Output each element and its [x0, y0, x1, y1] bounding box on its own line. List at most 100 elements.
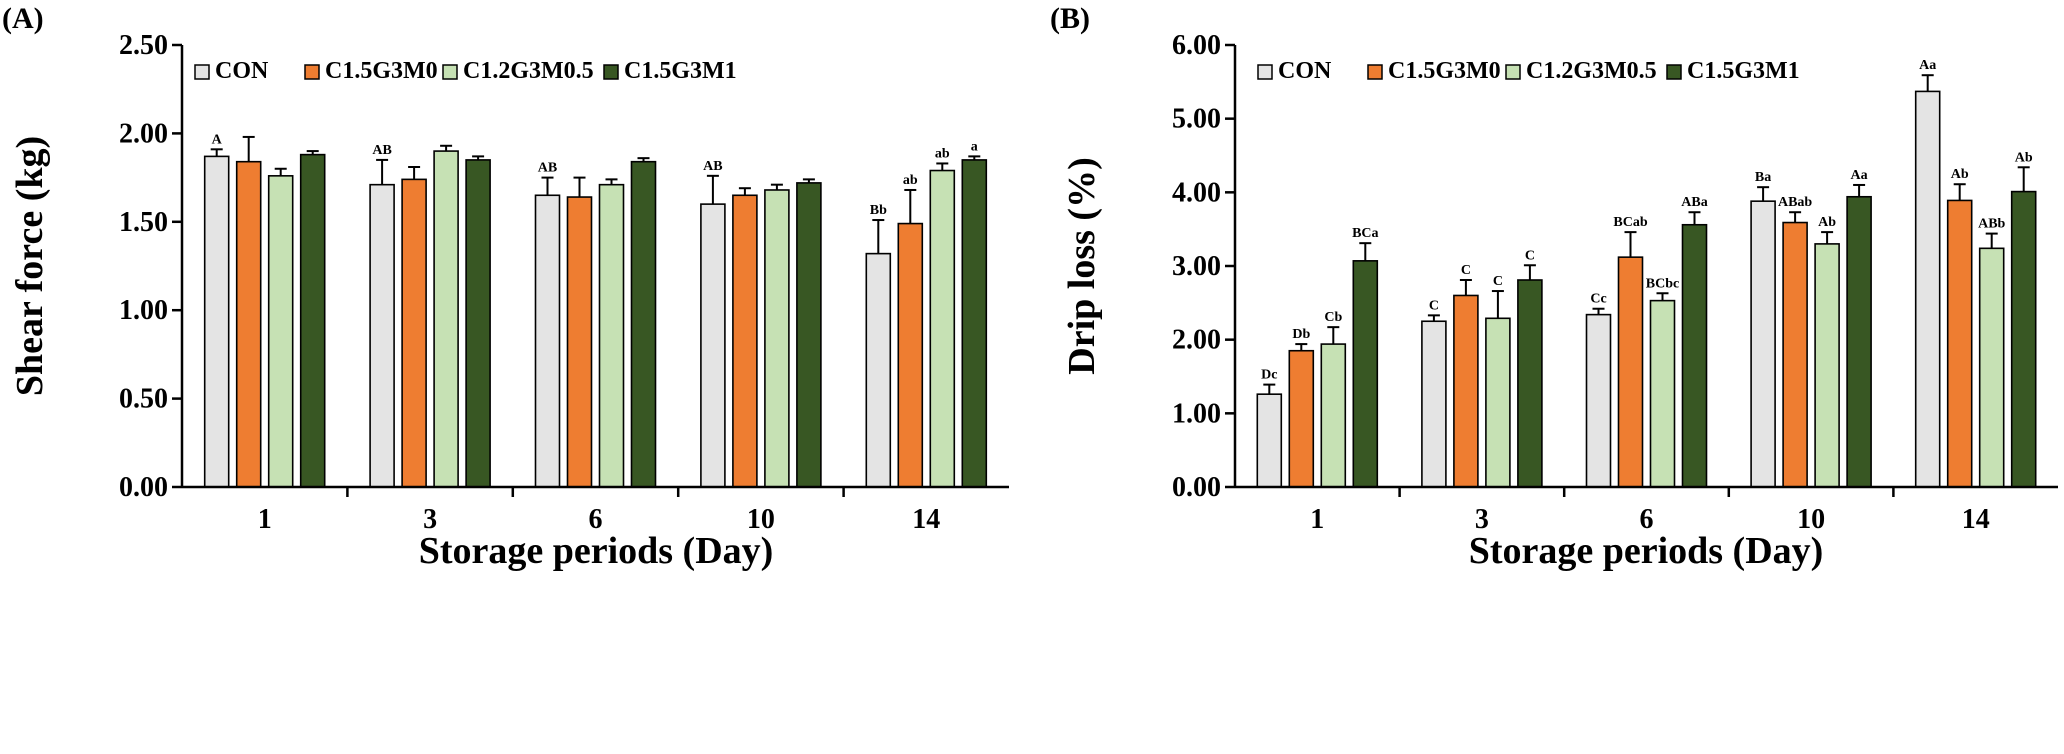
x-tick-label: 6 — [1640, 504, 1654, 535]
legend-label: CON — [1278, 58, 1332, 84]
bar — [1649, 299, 1676, 488]
significance-label: C — [1525, 248, 1535, 263]
bar — [299, 153, 326, 488]
significance-label: BCbc — [1646, 276, 1679, 291]
significance-label: ABab — [1778, 195, 1812, 210]
bar — [732, 194, 758, 488]
bar — [1256, 393, 1283, 488]
legend-label: C1.5G3M1 — [624, 58, 737, 84]
y-tick-label: 5.00 — [1172, 104, 1221, 135]
bar — [929, 169, 956, 488]
y-tick-label: 2.00 — [1172, 325, 1221, 356]
bar — [961, 159, 988, 488]
bar — [1617, 256, 1644, 488]
legend-label: C1.5G3M1 — [1687, 58, 1800, 84]
panel-label-b: (B) — [1050, 2, 1090, 35]
x-axis-ticks: 1 3 6 10 14 — [1310, 487, 1990, 535]
bar — [865, 252, 892, 488]
significance-label: C — [1493, 274, 1503, 289]
significance-label: AB — [372, 143, 391, 158]
significance-label: Ab — [1818, 215, 1836, 230]
bar — [566, 196, 593, 488]
y-tick-label: 0.00 — [1172, 472, 1221, 503]
legend-label: C1.5G3M0 — [1388, 58, 1501, 84]
bars — [203, 150, 988, 488]
significance-label: Dc — [1261, 368, 1277, 383]
significance-label: Aa — [1851, 168, 1868, 183]
bar — [1352, 260, 1379, 488]
bar — [203, 155, 230, 488]
bar — [1485, 317, 1511, 488]
y-tick-label: 2.50 — [119, 30, 168, 61]
bar — [2010, 190, 2037, 488]
x-tick-label: 14 — [1962, 504, 1990, 535]
significance-label: Ab — [2015, 150, 2033, 165]
error-bars — [210, 135, 981, 254]
significance-label: ab — [903, 173, 918, 188]
bar — [897, 222, 924, 488]
y-axis-title: Drip loss (%) — [1061, 157, 1103, 374]
error-bars — [1263, 74, 2030, 395]
y-tick-label: 6.00 — [1172, 30, 1221, 61]
y-tick-label: 3.00 — [1172, 251, 1221, 282]
panel-label-a: (A) — [2, 2, 44, 35]
significance-label: A — [212, 132, 223, 147]
chart-shear-force: (A) 0.00 0.50 1.00 1.50 2.00 2.50 A AB AB AB Bb ab… — [2, 2, 1009, 572]
bar — [1750, 200, 1776, 488]
x-axis-title: Storage periods (Day) — [1469, 530, 1824, 572]
y-tick-label: 1.50 — [119, 207, 168, 238]
y-tick-label: 1.00 — [1172, 398, 1221, 429]
significance-label: C — [1461, 263, 1471, 278]
bar — [433, 150, 459, 488]
significance-label: AB — [538, 161, 557, 176]
bar — [1846, 195, 1872, 488]
x-axis-title: Storage periods (Day) — [419, 530, 774, 572]
chart-drip-loss: (B) 0.00 1.00 2.00 3.00 4.00 5.00 6.00 Dc Db Cb B… — [1050, 2, 2058, 572]
legend-label: C1.2G3M0.5 — [463, 58, 594, 84]
y-tick-label: 4.00 — [1172, 177, 1221, 208]
bar — [1978, 247, 2005, 488]
bar — [465, 159, 491, 488]
bar — [1288, 349, 1315, 488]
significance-label: C — [1429, 298, 1439, 313]
significance-label: Aa — [1919, 58, 1936, 73]
significance-label: Db — [1292, 327, 1310, 342]
legend-label: C1.2G3M0.5 — [1526, 58, 1657, 84]
bar — [1421, 320, 1447, 488]
bar — [700, 203, 726, 488]
significance-labels: Dc Db Cb BCa C C C C Cc BCab BCbc ABa Ba ABab Ab Aa Aa Ab… — [1261, 58, 2033, 382]
significance-label: BCab — [1613, 215, 1647, 230]
bar — [764, 189, 790, 488]
legend-label: C1.5G3M0 — [325, 58, 438, 84]
significance-label: ab — [935, 146, 950, 161]
bar — [630, 160, 657, 488]
bar — [235, 160, 262, 488]
legend-swatch — [194, 64, 210, 80]
significance-label: BCa — [1352, 226, 1378, 241]
y-axis-title: Shear force (kg) — [9, 136, 51, 396]
bars — [1256, 90, 2037, 488]
bar — [1320, 343, 1347, 488]
legend-swatch — [1505, 64, 1521, 80]
legend-swatch — [603, 64, 619, 80]
bar — [267, 175, 294, 488]
y-tick-label: 0.50 — [119, 384, 168, 415]
bar — [401, 178, 427, 488]
significance-label: ABb — [1978, 217, 2005, 232]
x-tick-label: 1 — [1310, 504, 1324, 535]
legend-label: CON — [215, 58, 269, 84]
bar — [1814, 243, 1840, 488]
x-tick-label: 6 — [589, 504, 603, 535]
bar — [369, 183, 395, 488]
significance-label: Cc — [1590, 292, 1606, 307]
significance-labels: A AB AB AB Bb ab ab a — [212, 132, 978, 218]
significance-label: a — [971, 139, 978, 154]
legend-swatch — [304, 64, 320, 80]
legend: CON C1.5G3M0 C1.2G3M0.5 C1.5G3M1 — [1257, 58, 1800, 84]
legend-swatch — [442, 64, 458, 80]
legend-swatch — [1367, 64, 1383, 80]
significance-label: Ba — [1755, 170, 1771, 185]
legend-swatch — [1257, 64, 1273, 80]
x-tick-label: 3 — [1475, 504, 1489, 535]
